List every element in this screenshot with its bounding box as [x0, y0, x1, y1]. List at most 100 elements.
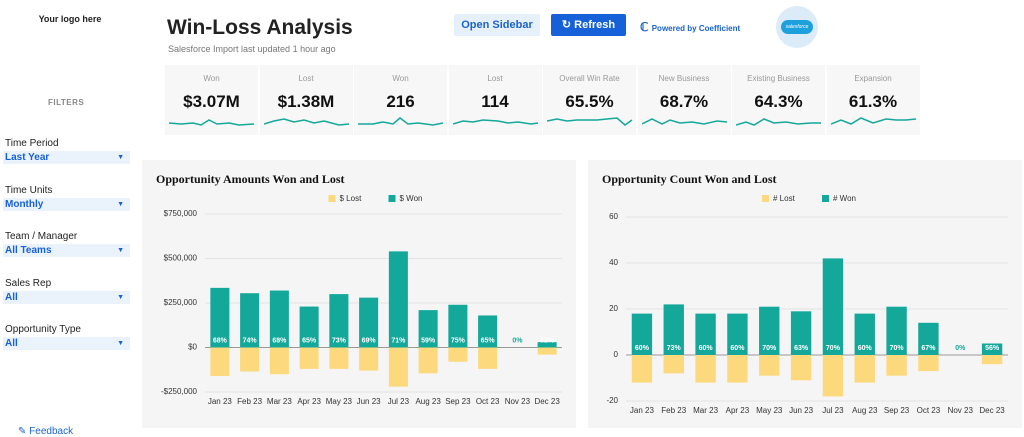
bar: [727, 355, 748, 383]
sparkline: [641, 118, 727, 125]
bar: [631, 313, 653, 355]
filter-dropdown[interactable]: All ▼: [3, 337, 130, 350]
x-tick-label: Aug 23: [852, 406, 878, 415]
caret: ▼: [117, 247, 124, 254]
filter-dropdown[interactable]: Monthly ▼: [3, 197, 130, 211]
filter-value: Last Year: [5, 152, 50, 163]
filter-value: All: [5, 291, 18, 303]
bar: [759, 355, 780, 376]
bar: [663, 304, 684, 355]
filter-dropdown[interactable]: All ▼: [3, 290, 130, 304]
chart: Opportunity Amounts Won and Lost -$250,00…: [156, 172, 562, 406]
bar: [854, 313, 875, 355]
x-tick-label: Oct 23: [476, 397, 500, 406]
x-tick-label: Nov 23: [948, 406, 974, 415]
bar: [886, 306, 907, 355]
y-tick-label: 20: [609, 304, 618, 313]
y-tick-label: $500,000: [164, 254, 198, 263]
kpi-card: Won 216: [354, 65, 447, 135]
bar: [790, 311, 812, 355]
sparkline: [358, 117, 444, 126]
sparkline-path: [263, 118, 349, 126]
sparkline: [263, 118, 349, 126]
filter-label: Sales Rep: [5, 277, 52, 289]
feedback-link[interactable]: ✎ Feedback: [18, 426, 73, 437]
bar: [695, 313, 716, 355]
y-tick-label: 40: [609, 258, 618, 267]
filter-label: Time Period: [5, 138, 59, 149]
filter-value: All Teams: [5, 245, 52, 256]
kpi-value: $1.38M: [277, 92, 335, 111]
legend-label: $ Won: [400, 194, 423, 203]
bar: [631, 355, 653, 383]
x-tick-label: Feb 23: [237, 397, 262, 406]
kpi-label: Won: [392, 74, 409, 83]
chart-panel: Opportunity Amounts Won and Lost -$250,00…: [142, 160, 576, 428]
win-rate-label: 74%: [243, 337, 258, 344]
kpi-card: Won $3.07M: [165, 65, 258, 135]
kpi-label: Lost: [487, 74, 503, 83]
x-tick-label: Aug 23: [415, 397, 441, 406]
bar: [210, 287, 230, 348]
x-tick-label: Jun 23: [789, 406, 814, 415]
feedback-icon: ✎: [18, 426, 30, 437]
kpi-card: Existing Business 64.3%: [732, 65, 825, 135]
filter-dropdown[interactable]: All Teams ▼: [3, 244, 130, 257]
win-rate-label: 70%: [762, 345, 777, 352]
bar: [727, 313, 748, 355]
win-rate-label: 68%: [213, 337, 228, 344]
kpi-label: Existing Business: [747, 74, 810, 83]
bar: [269, 347, 289, 375]
legend-label: # Lost: [773, 194, 796, 203]
kpi-label: Lost: [298, 74, 314, 83]
logo: Your logo here: [38, 14, 102, 24]
x-tick-label: Jan 23: [208, 397, 233, 406]
x-tick-label: Feb 23: [661, 406, 686, 415]
win-rate-label: 70%: [890, 345, 905, 352]
kpi-label: New Business: [658, 74, 710, 83]
bar: [359, 297, 379, 348]
bar: [388, 347, 408, 387]
open-sidebar-button[interactable]: Open Sidebar: [454, 14, 540, 36]
win-rate-label: 0%: [512, 337, 523, 344]
win-rate-label: 71%: [391, 337, 406, 344]
bar: [759, 306, 780, 355]
sparkline-path: [736, 118, 821, 126]
kpi-value: 64.3%: [754, 92, 803, 111]
kpi-value: 216: [386, 92, 415, 111]
kpi-value: 61.3%: [848, 92, 898, 111]
y-tick-label: $0: [188, 343, 197, 352]
kpi-value: 65.5%: [565, 92, 614, 111]
x-tick-label: Apr 23: [297, 397, 321, 406]
win-rate-label: 69%: [362, 337, 377, 344]
x-tick-label: Apr 23: [726, 406, 750, 415]
win-rate-label: 75%: [451, 337, 466, 344]
refresh-button[interactable]: ↻ Refresh: [551, 14, 626, 36]
kpi-label: Overall Win Rate: [559, 74, 620, 83]
bar: [329, 347, 349, 369]
sparkline: [452, 119, 538, 125]
filter-value: Monthly: [5, 198, 44, 210]
feedback-text: Feedback: [29, 426, 74, 437]
powered-by[interactable]: ℂ Powered by Coefficient: [640, 20, 740, 34]
filter-dropdown[interactable]: Last Year ▼: [3, 151, 130, 164]
win-rate-label: 67%: [921, 345, 936, 352]
caret: ▼: [117, 200, 124, 208]
sparkline-path: [452, 119, 538, 125]
x-tick-label: Dec 23: [979, 406, 1005, 415]
win-rate-label: 0%: [955, 345, 966, 352]
legend-swatch: [388, 195, 396, 202]
filter-label: Opportunity Type: [5, 324, 81, 335]
kpi-card: Expansion 61.3%: [826, 65, 920, 135]
refresh-icon: ↻: [561, 19, 575, 31]
bar: [240, 347, 260, 372]
win-rate-label: 60%: [699, 345, 714, 352]
y-tick-label: -$250,000: [161, 387, 198, 396]
win-rate-label: 62%: [540, 337, 555, 344]
legend-swatch: [762, 195, 769, 202]
kpi-card: Lost $1.38M: [259, 65, 353, 135]
y-tick-label: $750,000: [164, 209, 198, 218]
salesforce-text: salesforce: [781, 20, 813, 34]
sparkline-path: [830, 117, 916, 125]
